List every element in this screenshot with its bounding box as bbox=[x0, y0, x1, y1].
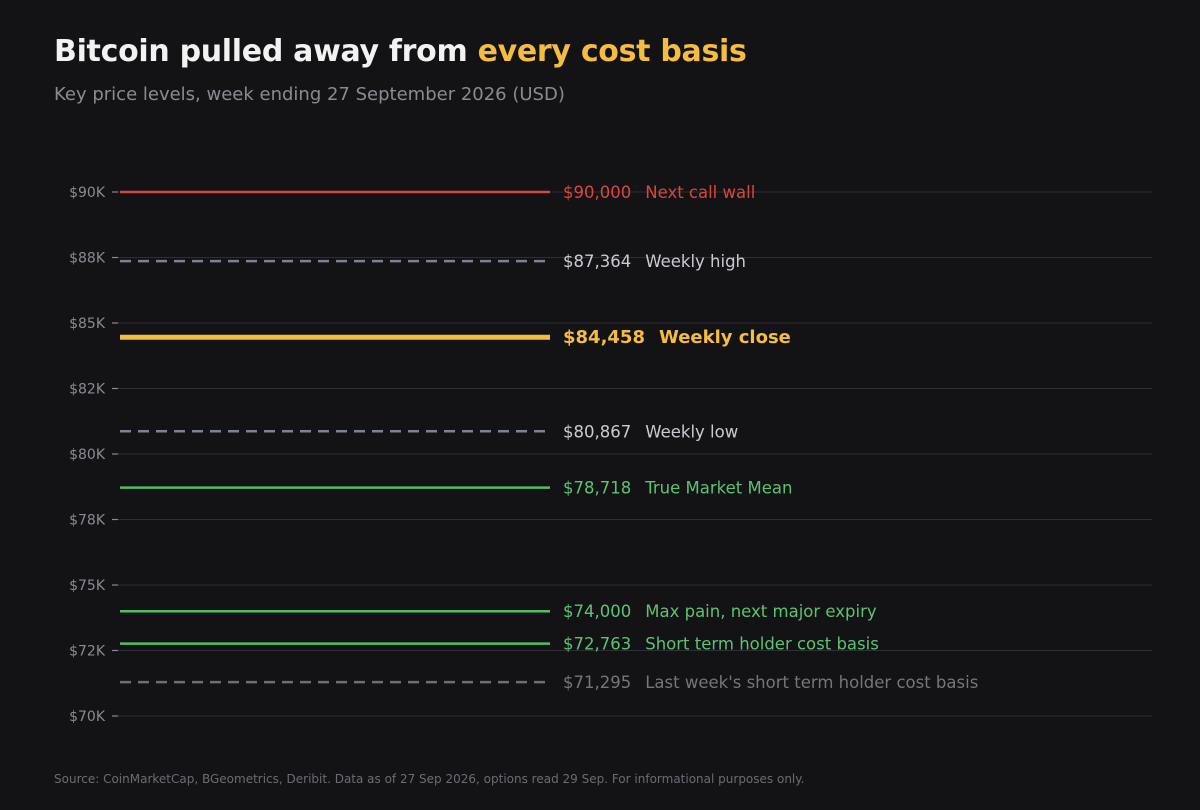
y-tick-label: $80K bbox=[69, 447, 106, 463]
level-value: $90,000 bbox=[563, 183, 631, 202]
y-tick-label: $72K bbox=[69, 644, 106, 660]
level-value: $71,295 bbox=[563, 673, 631, 692]
level-name: Weekly close bbox=[659, 327, 791, 348]
level-name: Next call wall bbox=[645, 183, 755, 202]
level-name: Max pain, next major expiry bbox=[645, 602, 877, 621]
y-tick-label: $88K bbox=[69, 251, 106, 267]
title-highlight: every cost basis bbox=[477, 34, 747, 69]
level-label: $71,295 Last week's short term holder cos… bbox=[563, 673, 978, 692]
y-tick-label: $70K bbox=[69, 709, 106, 725]
level-label: $72,763 Short term holder cost basis bbox=[563, 635, 879, 654]
y-tick-label: $82K bbox=[69, 382, 106, 398]
level-label: $80,867 Weekly low bbox=[563, 422, 738, 441]
title-main: Bitcoin pulled away from bbox=[54, 34, 478, 69]
level-value: $78,718 bbox=[563, 479, 631, 498]
level-label: $74,000 Max pain, next major expiry bbox=[563, 602, 877, 621]
level-name: Weekly high bbox=[645, 252, 746, 271]
level-name: True Market Mean bbox=[644, 479, 792, 498]
level-label: $84,458 Weekly close bbox=[563, 327, 791, 348]
y-tick-label: $85K bbox=[69, 316, 106, 332]
level-value: $72,763 bbox=[563, 635, 631, 654]
y-tick-label: $90K bbox=[69, 185, 106, 201]
level-label: $78,718 True Market Mean bbox=[563, 479, 792, 498]
chart-title: Bitcoin pulled away from every cost basi… bbox=[54, 34, 747, 69]
level-name: Weekly low bbox=[645, 422, 738, 441]
level-name: Last week's short term holder cost basis bbox=[645, 673, 978, 692]
level-label: $87,364 Weekly high bbox=[563, 252, 746, 271]
level-value: $74,000 bbox=[563, 602, 631, 621]
level-value: $84,458 bbox=[563, 327, 645, 348]
y-tick-label: $75K bbox=[69, 578, 106, 594]
level-name: Short term holder cost basis bbox=[645, 635, 879, 654]
level-label: $90,000 Next call wall bbox=[563, 183, 755, 202]
level-value: $87,364 bbox=[563, 252, 631, 271]
y-tick-label: $78K bbox=[69, 513, 106, 529]
source-note: Source: CoinMarketCap, BGeometrics, Deri… bbox=[54, 772, 805, 786]
chart-subtitle: Key price levels, week ending 27 Septemb… bbox=[54, 84, 565, 105]
level-value: $80,867 bbox=[563, 422, 631, 441]
